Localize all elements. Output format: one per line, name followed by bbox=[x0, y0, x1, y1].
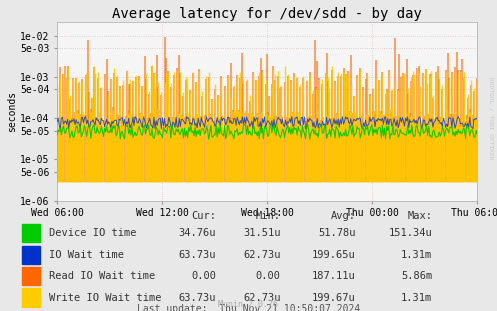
Y-axis label: seconds: seconds bbox=[7, 91, 17, 132]
Text: Last update:  Thu Nov 21 10:50:07 2024: Last update: Thu Nov 21 10:50:07 2024 bbox=[137, 304, 360, 311]
Text: 63.73u: 63.73u bbox=[179, 250, 216, 260]
Text: Max:: Max: bbox=[408, 211, 432, 221]
Title: Average latency for /dev/sdd - by day: Average latency for /dev/sdd - by day bbox=[112, 7, 422, 21]
Text: 199.67u: 199.67u bbox=[312, 293, 355, 303]
Text: Write IO Wait time: Write IO Wait time bbox=[49, 293, 161, 303]
Text: 0.00: 0.00 bbox=[256, 271, 281, 281]
Bar bbox=[22, 246, 40, 264]
Text: 1.31m: 1.31m bbox=[401, 293, 432, 303]
Bar bbox=[22, 289, 40, 307]
Text: 34.76u: 34.76u bbox=[179, 228, 216, 238]
Text: Min:: Min: bbox=[256, 211, 281, 221]
Text: 0.00: 0.00 bbox=[191, 271, 216, 281]
Text: 151.34u: 151.34u bbox=[389, 228, 432, 238]
Text: Avg:: Avg: bbox=[331, 211, 355, 221]
Text: RRDTOOL / TOBI OETIKER: RRDTOOL / TOBI OETIKER bbox=[489, 77, 494, 160]
Text: 199.65u: 199.65u bbox=[312, 250, 355, 260]
Text: IO Wait time: IO Wait time bbox=[49, 250, 124, 260]
Bar bbox=[22, 224, 40, 242]
Text: 1.31m: 1.31m bbox=[401, 250, 432, 260]
Bar bbox=[22, 267, 40, 285]
Text: 31.51u: 31.51u bbox=[244, 228, 281, 238]
Text: 62.73u: 62.73u bbox=[244, 293, 281, 303]
Text: Read IO Wait time: Read IO Wait time bbox=[49, 271, 155, 281]
Text: 63.73u: 63.73u bbox=[179, 293, 216, 303]
Text: 62.73u: 62.73u bbox=[244, 250, 281, 260]
Text: 187.11u: 187.11u bbox=[312, 271, 355, 281]
Text: Cur:: Cur: bbox=[191, 211, 216, 221]
Text: Munin 2.0.76: Munin 2.0.76 bbox=[219, 300, 278, 309]
Text: 51.78u: 51.78u bbox=[318, 228, 355, 238]
Text: Device IO time: Device IO time bbox=[49, 228, 136, 238]
Text: 5.86m: 5.86m bbox=[401, 271, 432, 281]
